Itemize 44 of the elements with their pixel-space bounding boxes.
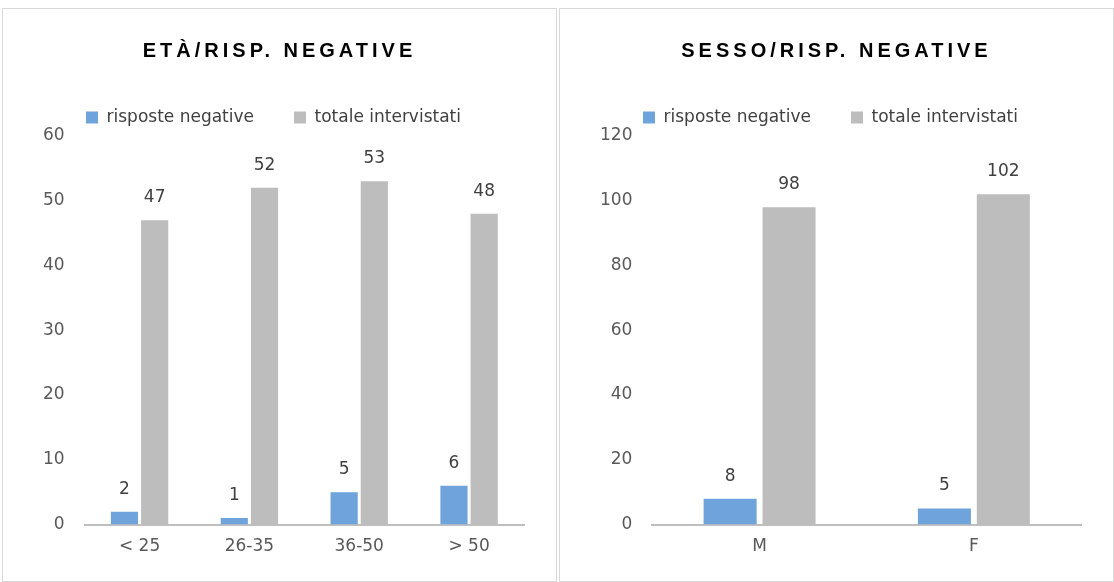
legend-label: risposte negative — [106, 105, 255, 126]
data-label: 47 — [143, 186, 166, 207]
bar — [917, 508, 971, 525]
data-label: 6 — [448, 451, 460, 472]
bar — [703, 498, 757, 525]
bar — [220, 518, 248, 525]
y-tick-label: 50 — [42, 189, 65, 210]
bar — [110, 511, 139, 525]
data-label: 48 — [473, 179, 495, 200]
legend-label: totale intervistati — [871, 105, 1018, 126]
y-tick-label: 60 — [610, 318, 633, 339]
y-tick-label: 10 — [42, 448, 65, 469]
data-label: 98 — [778, 173, 800, 194]
chart-title: ETÀ/RISP. NEGATIVE — [141, 39, 418, 63]
data-label: 1 — [228, 484, 240, 505]
data-label: 53 — [363, 147, 386, 168]
y-tick-label: 20 — [42, 383, 65, 404]
data-label: 102 — [987, 160, 1020, 181]
data-label: 5 — [938, 474, 950, 495]
legend-label: totale intervistati — [314, 105, 461, 126]
data-label: 8 — [724, 464, 736, 485]
x-tick-label: 26-35 — [224, 535, 275, 556]
y-tick-label: 0 — [53, 513, 65, 534]
y-tick-label: 0 — [621, 513, 633, 534]
y-tick-label: 80 — [610, 253, 633, 274]
y-tick-label: 30 — [42, 318, 65, 339]
legend-label: risposte negative — [663, 105, 812, 126]
y-tick-label: 120 — [599, 124, 633, 145]
x-tick-label: M — [752, 535, 767, 556]
y-tick-label: 100 — [599, 189, 633, 210]
y-tick-label: 20 — [610, 448, 633, 469]
y-tick-label: 40 — [610, 383, 633, 404]
x-tick-label: F — [968, 535, 979, 556]
data-label: 2 — [119, 477, 130, 498]
bar — [440, 485, 468, 525]
chart-title: SESSO/RISP. NEGATIVE — [680, 39, 993, 63]
x-tick-label: < 25 — [118, 535, 161, 556]
data-label: 5 — [338, 458, 350, 479]
y-tick-label: 60 — [42, 124, 65, 145]
x-tick-label: 36-50 — [334, 535, 384, 556]
bar — [330, 492, 358, 525]
data-label: 52 — [253, 153, 276, 174]
x-tick-label: > 50 — [448, 535, 490, 556]
y-tick-label: 40 — [42, 253, 65, 274]
